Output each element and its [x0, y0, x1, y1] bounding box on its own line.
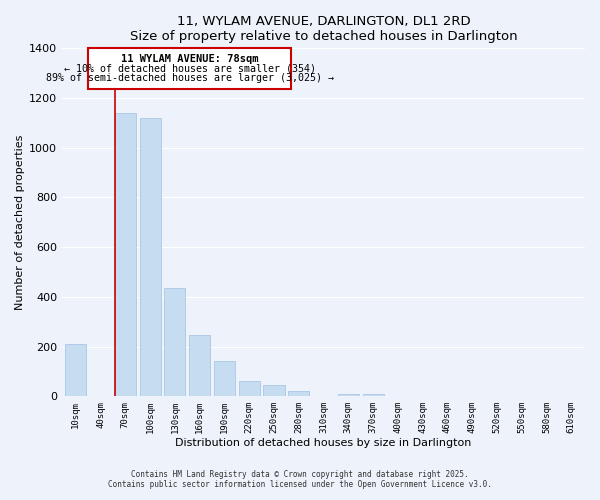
Bar — [338, 394, 359, 396]
Text: ← 10% of detached houses are smaller (354): ← 10% of detached houses are smaller (35… — [64, 64, 316, 74]
Y-axis label: Number of detached properties: Number of detached properties — [15, 134, 25, 310]
Bar — [115, 113, 136, 396]
Bar — [164, 288, 185, 396]
Bar — [362, 394, 383, 396]
Bar — [65, 344, 86, 396]
Bar — [239, 382, 260, 396]
Text: 11 WYLAM AVENUE: 78sqm: 11 WYLAM AVENUE: 78sqm — [121, 54, 259, 64]
Bar — [214, 362, 235, 396]
X-axis label: Distribution of detached houses by size in Darlington: Distribution of detached houses by size … — [175, 438, 472, 448]
Text: Contains HM Land Registry data © Crown copyright and database right 2025.
Contai: Contains HM Land Registry data © Crown c… — [108, 470, 492, 489]
Bar — [263, 385, 284, 396]
Bar — [189, 336, 210, 396]
Bar — [288, 392, 310, 396]
Bar — [140, 118, 161, 396]
Title: 11, WYLAM AVENUE, DARLINGTON, DL1 2RD
Size of property relative to detached hous: 11, WYLAM AVENUE, DARLINGTON, DL1 2RD Si… — [130, 15, 517, 43]
FancyBboxPatch shape — [88, 48, 292, 90]
Text: 89% of semi-detached houses are larger (3,025) →: 89% of semi-detached houses are larger (… — [46, 72, 334, 83]
